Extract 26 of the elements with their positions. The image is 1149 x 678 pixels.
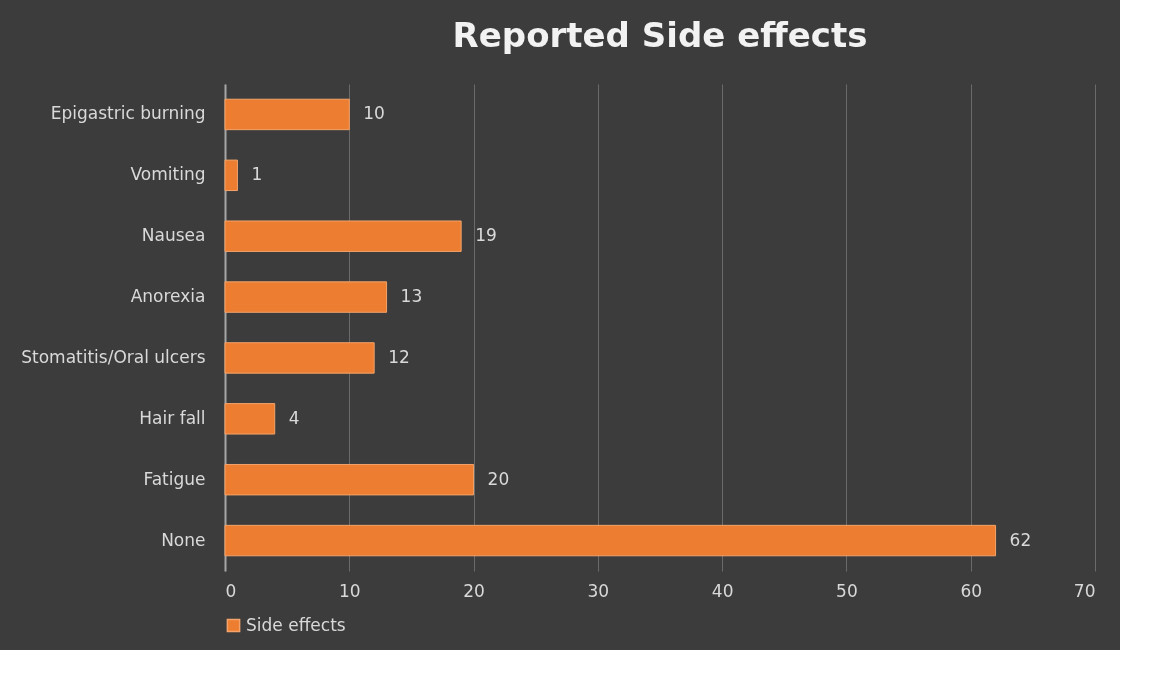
chart-title: Reported Side effects xyxy=(452,15,868,55)
x-tick-label: 20 xyxy=(463,580,485,601)
y-tick-label: None xyxy=(161,529,206,550)
x-tick-label: 10 xyxy=(338,580,361,601)
data-label: 10 xyxy=(363,103,385,124)
legend-label: Side effects xyxy=(246,614,346,635)
x-tick-label: 60 xyxy=(960,580,983,601)
data-label: 4 xyxy=(288,407,300,428)
x-tick-label: 50 xyxy=(836,580,858,601)
data-label: 12 xyxy=(388,346,410,367)
data-label: 62 xyxy=(1009,529,1032,550)
y-tick-label: Fatigue xyxy=(143,468,206,489)
x-tick-label: 40 xyxy=(711,580,734,601)
y-tick-label: Vomiting xyxy=(130,164,206,185)
y-tick-label: Stomatitis/Oral ulcers xyxy=(21,346,206,367)
data-label: 19 xyxy=(475,225,497,246)
x-tick-label: 30 xyxy=(587,580,610,601)
data-label: 20 xyxy=(487,468,510,489)
x-tick-label: 0 xyxy=(225,580,237,601)
data-label: 13 xyxy=(400,286,423,307)
y-tick-label: Nausea xyxy=(141,225,206,246)
y-tick-label: Epigastric burning xyxy=(50,103,206,124)
x-tick-label: 70 xyxy=(1073,580,1096,601)
data-label: 1 xyxy=(251,164,263,185)
y-tick-label: Anorexia xyxy=(130,286,206,307)
y-tick-label: Hair fall xyxy=(139,407,206,428)
